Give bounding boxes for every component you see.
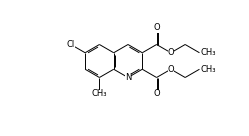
Text: CH₃: CH₃ (200, 65, 216, 74)
Text: CH₃: CH₃ (200, 48, 216, 57)
Text: O: O (168, 48, 174, 57)
Text: Cl: Cl (67, 40, 75, 49)
Text: O: O (153, 89, 160, 98)
Text: O: O (153, 24, 160, 33)
Text: CH₃: CH₃ (92, 89, 107, 98)
Text: O: O (168, 65, 174, 74)
Text: N: N (125, 73, 131, 82)
